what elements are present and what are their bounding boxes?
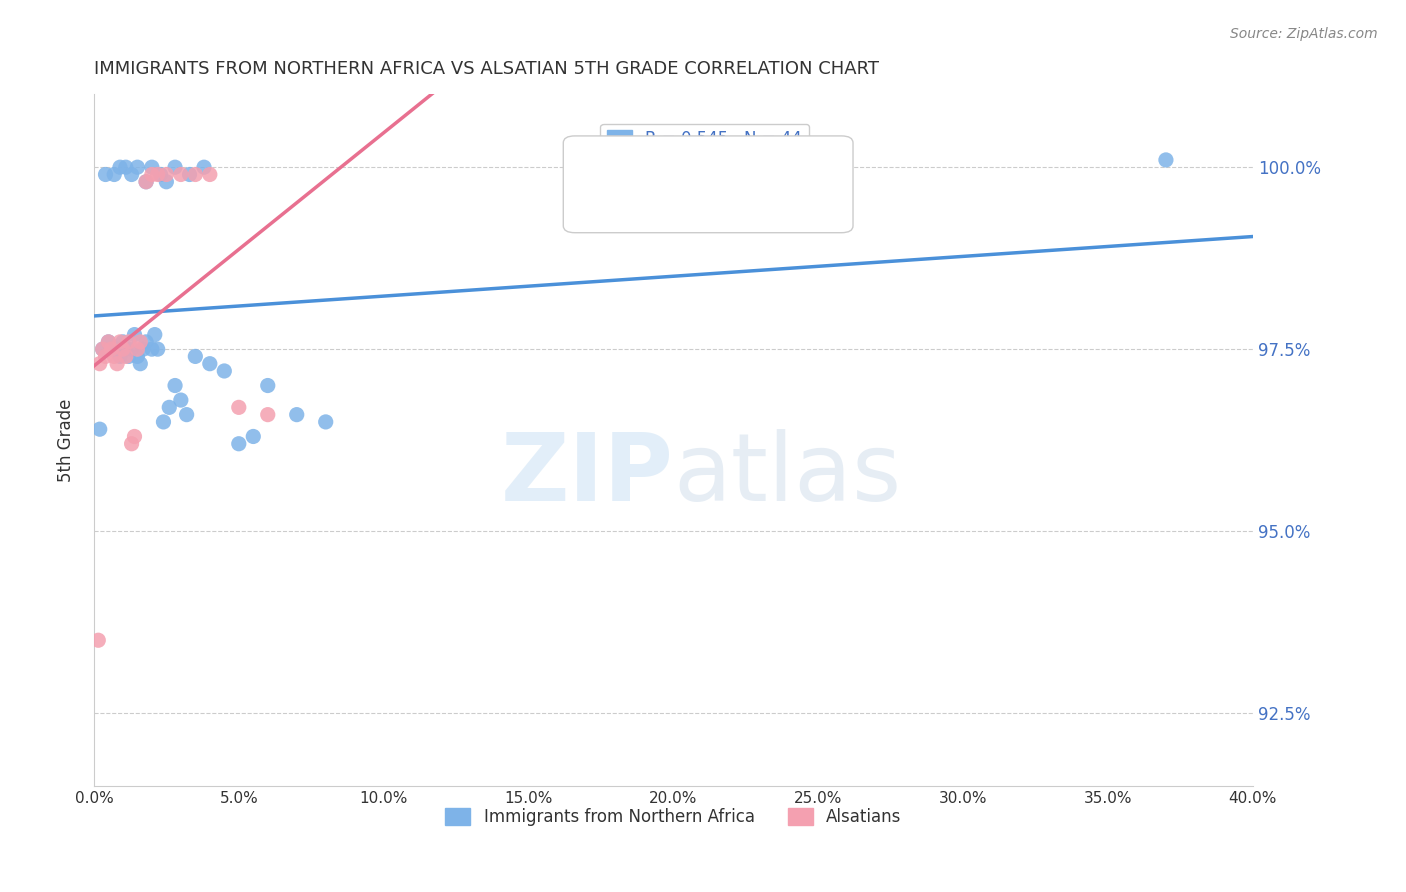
Point <box>91 342 114 356</box>
Point <box>97 334 120 349</box>
Point <box>114 160 136 174</box>
Point <box>135 175 157 189</box>
Text: atlas: atlas <box>673 429 901 521</box>
Point <box>228 436 250 450</box>
Point <box>105 342 128 356</box>
Point <box>100 342 122 356</box>
Point <box>124 429 146 443</box>
Point <box>114 342 136 356</box>
Point <box>121 342 143 356</box>
Point <box>1154 153 1177 167</box>
Point <box>103 350 125 364</box>
Point <box>111 334 134 349</box>
FancyBboxPatch shape <box>564 136 853 233</box>
Point <box>105 357 128 371</box>
Point <box>135 175 157 189</box>
Point <box>179 168 201 182</box>
Point <box>285 408 308 422</box>
Point <box>135 334 157 349</box>
Point <box>132 342 155 356</box>
Point <box>124 327 146 342</box>
Point <box>108 334 131 349</box>
Point <box>170 393 193 408</box>
Point <box>97 334 120 349</box>
Point <box>155 175 177 189</box>
Point <box>176 408 198 422</box>
Point <box>129 334 152 349</box>
Point <box>87 633 110 648</box>
Point <box>146 342 169 356</box>
Point <box>198 357 221 371</box>
Point <box>121 436 143 450</box>
Point <box>152 415 174 429</box>
Point <box>165 378 187 392</box>
Text: IMMIGRANTS FROM NORTHERN AFRICA VS ALSATIAN 5TH GRADE CORRELATION CHART: IMMIGRANTS FROM NORTHERN AFRICA VS ALSAT… <box>94 60 879 78</box>
Point <box>94 168 117 182</box>
Point <box>141 342 163 356</box>
Point <box>114 350 136 364</box>
Point <box>214 364 236 378</box>
Point <box>155 168 177 182</box>
Point <box>228 401 250 415</box>
Point <box>118 334 141 349</box>
Text: ZIP: ZIP <box>501 429 673 521</box>
Point <box>127 160 149 174</box>
Point <box>91 342 114 356</box>
Text: Source: ZipAtlas.com: Source: ZipAtlas.com <box>1230 27 1378 41</box>
Point <box>184 168 207 182</box>
Point <box>129 357 152 371</box>
Legend: Immigrants from Northern Africa, Alsatians: Immigrants from Northern Africa, Alsatia… <box>439 801 908 833</box>
Point <box>315 415 337 429</box>
Point <box>146 168 169 182</box>
Y-axis label: 5th Grade: 5th Grade <box>58 399 75 482</box>
Point <box>143 327 166 342</box>
Point <box>121 168 143 182</box>
Point <box>256 378 278 392</box>
Point <box>108 160 131 174</box>
Point <box>242 429 264 443</box>
Point <box>184 350 207 364</box>
Point <box>89 357 111 371</box>
Point <box>118 350 141 364</box>
Point <box>198 168 221 182</box>
Point <box>141 168 163 182</box>
Point <box>89 422 111 436</box>
Point <box>94 350 117 364</box>
Point <box>108 350 131 364</box>
Point <box>165 160 187 174</box>
Point <box>256 408 278 422</box>
Point <box>127 350 149 364</box>
Point <box>103 168 125 182</box>
Point <box>149 168 172 182</box>
Point <box>157 401 180 415</box>
Point <box>170 168 193 182</box>
Point <box>193 160 215 174</box>
Point <box>111 342 134 356</box>
Point <box>127 342 149 356</box>
Point <box>141 160 163 174</box>
